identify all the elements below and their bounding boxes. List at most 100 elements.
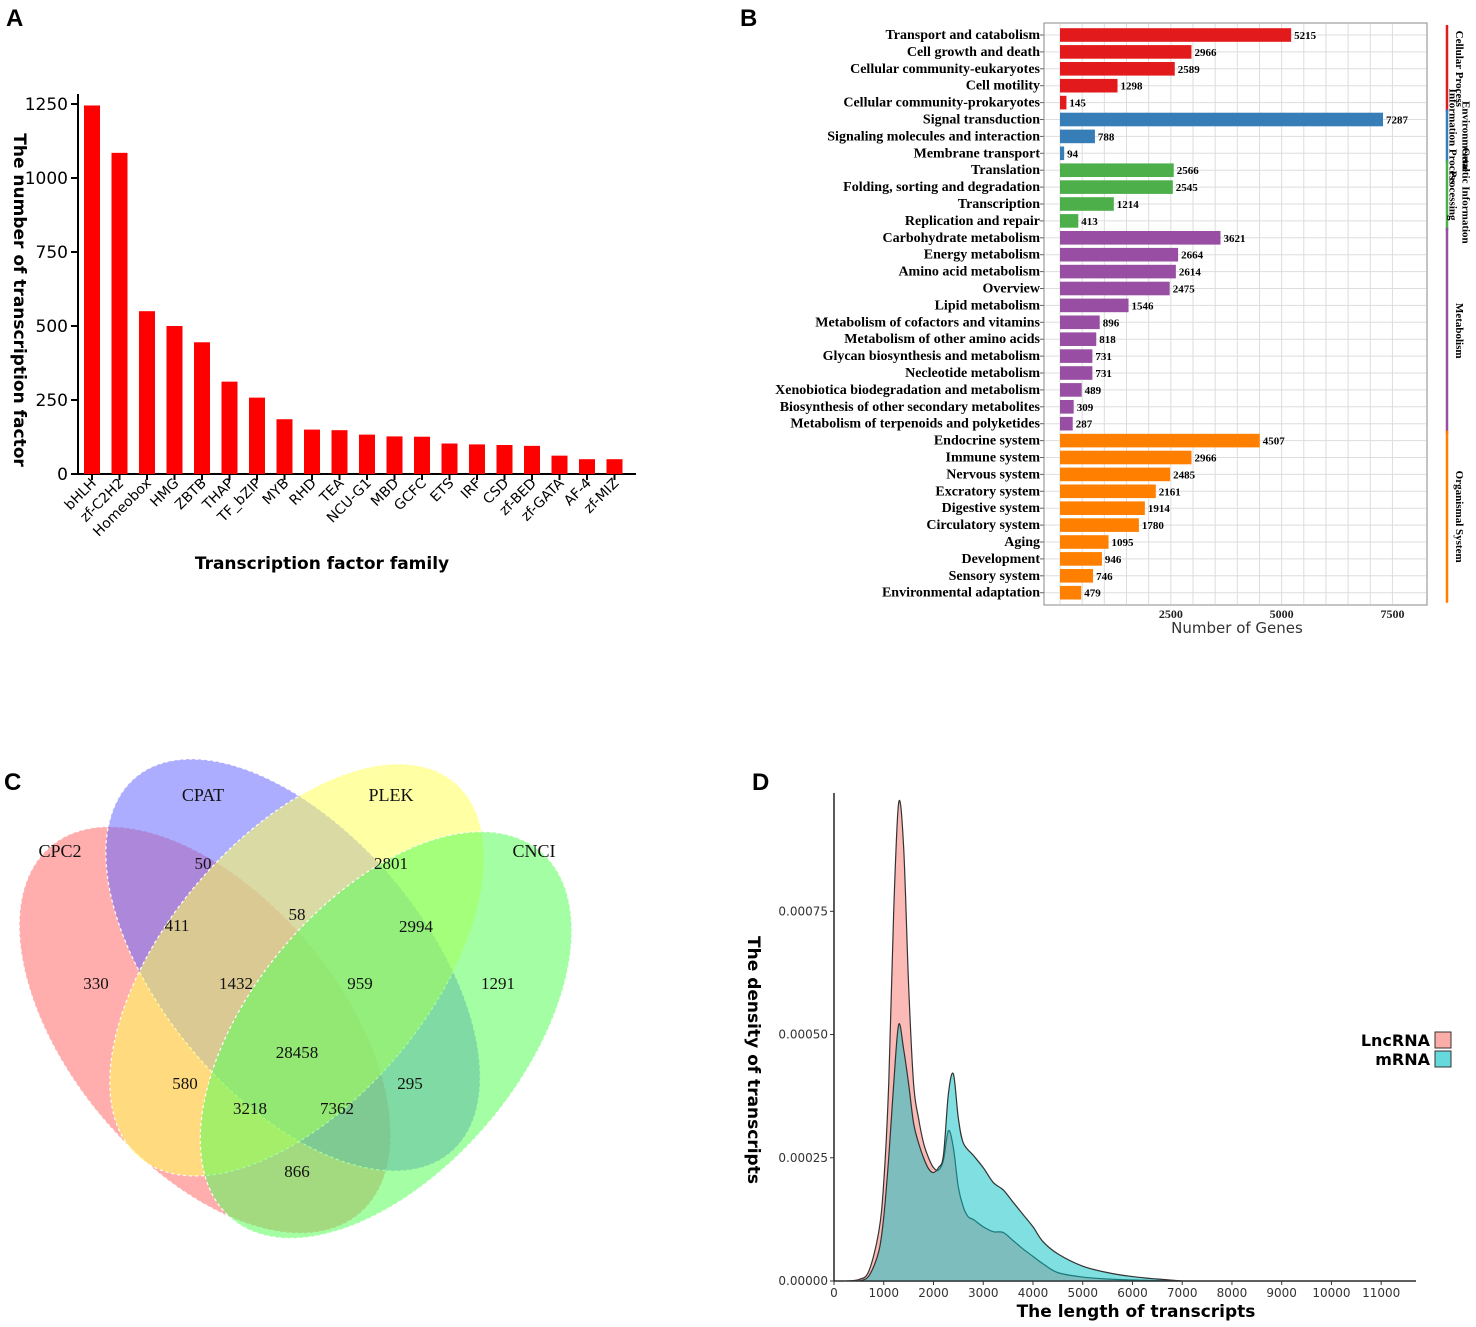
panel-b-group-label: Cellular Process [1453,31,1465,108]
panel-b-category-label: Endocrine system [934,434,1041,449]
panel-b-bar [1060,450,1192,465]
panel-a-bar [276,419,293,474]
venn-region-count: 1291 [481,974,515,993]
panel-b-category-label: Overview [982,282,1040,297]
panel-b-bar [1060,163,1174,177]
panel-a-bar [221,381,238,474]
panel-d-x-tick-label: 3000 [968,1286,999,1300]
panel-b-bar [1060,180,1173,194]
panel-b-bar [1060,332,1097,346]
panel-b-category-label: Nervous system [946,467,1040,482]
panel-b-bar [1060,197,1114,211]
panel-b-value-label: 2475 [1173,284,1196,296]
panel-b-bar [1060,281,1170,296]
panel-b-category-label: Cell growth and death [907,45,1040,60]
panel-b-bar [1060,484,1156,499]
panel-d: D 0.00000 0.00025 0.00050 0.00075 0 1000 2000 3… [743,769,1452,1322]
panel-b-category-label: Energy metabolism [924,248,1041,263]
panel-a-bar [524,445,540,474]
panel-b-category-label: Cellular community-eukaryotes [850,62,1040,77]
panel-b-value-label: 2545 [1176,182,1199,194]
venn-region-count: 50 [195,854,212,873]
panel-b-value-label: 7287 [1386,115,1409,127]
panel-a-bar [359,434,375,474]
panel-a-y-tick-label: 500 [36,317,68,337]
panel-b-bar [1060,467,1171,482]
panel-b-bar [1060,298,1129,313]
panel-b-category-label: Translation [971,163,1040,178]
panel-a-bar [496,444,513,474]
panel-b-bar [1060,518,1139,532]
venn-region-count: 959 [347,974,373,993]
panel-b-plot-area [1043,22,1428,606]
panel-b-category-label: Transcription [958,197,1040,212]
venn-region-count: 3218 [233,1099,267,1118]
panel-d-x-tick-label: 5000 [1067,1286,1098,1300]
venn-region-count: 295 [397,1074,423,1093]
panel-b-value-label: 2566 [1177,165,1200,177]
panel-b-category-label: Metabolism of cofactors and vitamins [815,315,1040,330]
panel-a-x-tick-label: ZBTB [172,476,210,514]
panel-a-bar [579,459,595,474]
panel-a-bar [111,152,128,474]
panel-b-group-label: Environmental [1460,101,1472,172]
panel-b-x-tick-label: 2500 [1159,607,1183,621]
panel-b-group-label: Metabolism [1453,303,1465,359]
panel-b-category-label: Cellular community-prokaryotes [843,96,1040,111]
panel-a-bar [331,430,348,474]
panel-b-value-label: 1546 [1132,300,1155,312]
panel-b-value-label: 2966 [1194,47,1217,59]
panel-b-category-label: Metabolism of other amino acids [844,332,1040,347]
panel-b-group-label: Processing [1447,171,1459,221]
panel-b-value-label: 2614 [1179,267,1202,279]
panel-d-x-tick-label: 0 [830,1286,838,1300]
panel-b-value-label: 3621 [1224,233,1246,245]
panel-a: A 025050075010001250bHLHzf-C2H2HomeoboxH… [6,5,636,574]
panel-b-value-label: 5215 [1294,30,1317,42]
panel-b-bar [1060,95,1067,110]
panel-b-bar [1060,231,1221,245]
panel-b-bar [1060,214,1079,228]
panel-a-bar [84,105,100,474]
panel-a-bar [304,429,320,474]
panel-b-bar [1060,315,1100,330]
venn-set-label: CPC2 [38,841,81,861]
panel-b-bar [1060,416,1073,431]
panel-a-x-tick-label: RHD [287,476,320,509]
panel-b-value-label: 489 [1085,385,1102,397]
panel-a-bar [139,311,155,474]
panel-b-bar [1060,112,1383,127]
panel-a-y-tick-label: 0 [57,465,68,485]
panel-d-x-tick-label: 2000 [918,1286,949,1300]
panel-a-bars [84,105,623,474]
panel-letter-a: A [6,5,23,32]
panel-a-bar [414,436,430,474]
panel-b-labels: 2500 5000 7500 5215 Transport and catabolism… [775,28,1408,621]
panel-d-y-tick-label: 0.00000 [778,1274,828,1288]
panel-b-bar [1060,129,1095,144]
panel-a-x-tick-label: ETS [427,475,457,505]
panel-b-value-label: 4507 [1263,436,1286,448]
venn-set-cnci [199,831,573,1239]
panel-b-category-label: Sensory system [949,569,1041,584]
panel-d-x-tick-label: 9000 [1266,1286,1297,1300]
panel-d-density-mrna [858,1023,1183,1282]
panel-c-venn: CPC2 CPAT PLEK CNCI 50 2801 411 58 2994 330 1432 95… [18,758,573,1239]
panel-a-x-tick-label: MYB [260,476,293,509]
panel-b-bars [1060,28,1383,600]
panel-letter-b: B [740,5,757,32]
panel-d-x-axis-title: The length of transcripts [1017,1302,1256,1322]
panel-a-y-tick-label: 250 [36,391,68,411]
panel-b-bar [1060,433,1260,448]
panel-b-category-label: Replication and repair [905,214,1040,229]
panel-b-category-label: Lipid metabolism [935,298,1041,313]
panel-b-group-label: Information Process [1447,89,1459,185]
panel-c: C CPC2 CPAT PLEK CNCI 50 2801 411 58 2994 330 1432… [4,758,573,1239]
venn-region-count: 330 [83,974,109,993]
panel-d-legend-swatch [1434,1031,1452,1049]
panel-b-value-label: 896 [1103,317,1120,329]
panel-b-category-label: Cell motility [966,79,1040,94]
panel-b-bar [1060,349,1093,363]
panel-b-value-label: 746 [1096,571,1113,583]
venn-set-label: CPAT [182,785,224,805]
